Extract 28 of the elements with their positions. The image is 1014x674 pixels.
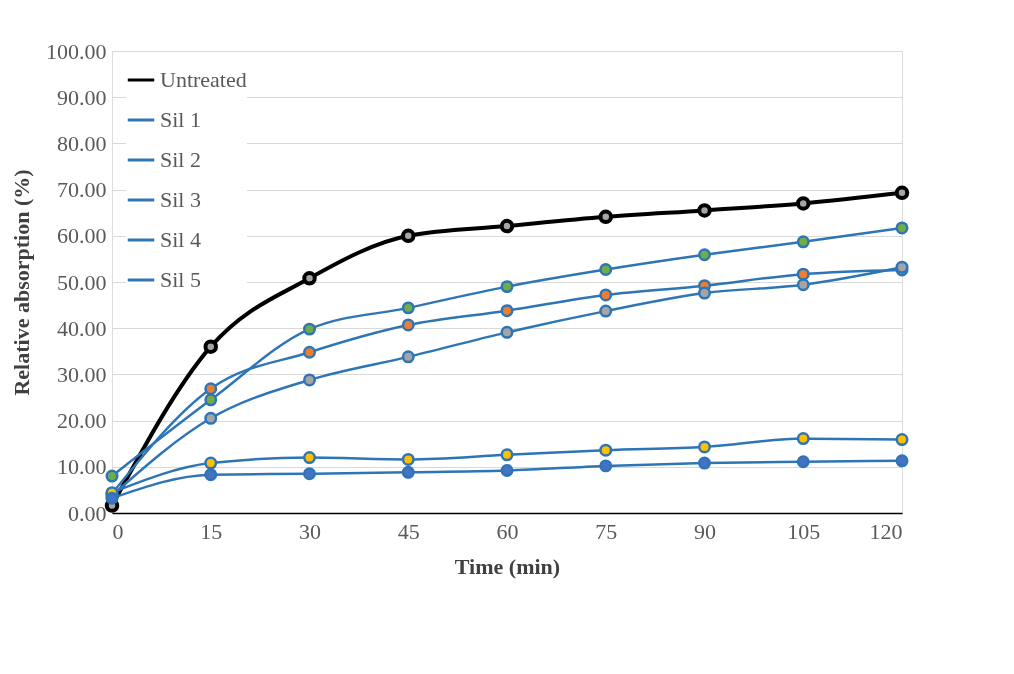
x-tick-label: 45	[397, 518, 420, 544]
x-tick-label: 60	[496, 518, 519, 544]
y-tick-label: 100.00	[46, 38, 107, 64]
legend-label: Sil 1	[160, 107, 201, 132]
y-tick-label: 10.00	[57, 454, 107, 480]
legend-label: Untreated	[160, 67, 247, 92]
legend-label: Sil 4	[160, 227, 201, 252]
x-tick-label: 105	[787, 518, 821, 544]
y-tick-label: 20.00	[57, 408, 107, 434]
x-tick-label: 0	[112, 518, 124, 544]
x-tick-label: 90	[694, 518, 716, 544]
legend-label: Sil 3	[160, 187, 201, 212]
x-axis-title: Time (min)	[454, 553, 561, 579]
y-tick-label: 80.00	[57, 130, 107, 156]
y-tick-label: 0.00	[68, 500, 107, 526]
x-tick-label: 120	[869, 518, 903, 544]
y-tick-label: 70.00	[57, 177, 107, 203]
x-tick-label: 30	[299, 518, 321, 544]
y-tick-label: 30.00	[57, 361, 107, 387]
y-axis-title: Relative absorption (%)	[9, 169, 34, 396]
y-tick-label: 40.00	[57, 315, 107, 341]
y-tick-label: 90.00	[57, 84, 107, 110]
legend-label: Sil 5	[160, 267, 201, 292]
legend-label: Sil 2	[160, 147, 201, 172]
x-tick-label: 75	[595, 518, 618, 544]
y-tick-label: 60.00	[57, 223, 107, 249]
x-tick-label: 15	[200, 518, 223, 544]
y-tick-label: 50.00	[57, 269, 107, 295]
